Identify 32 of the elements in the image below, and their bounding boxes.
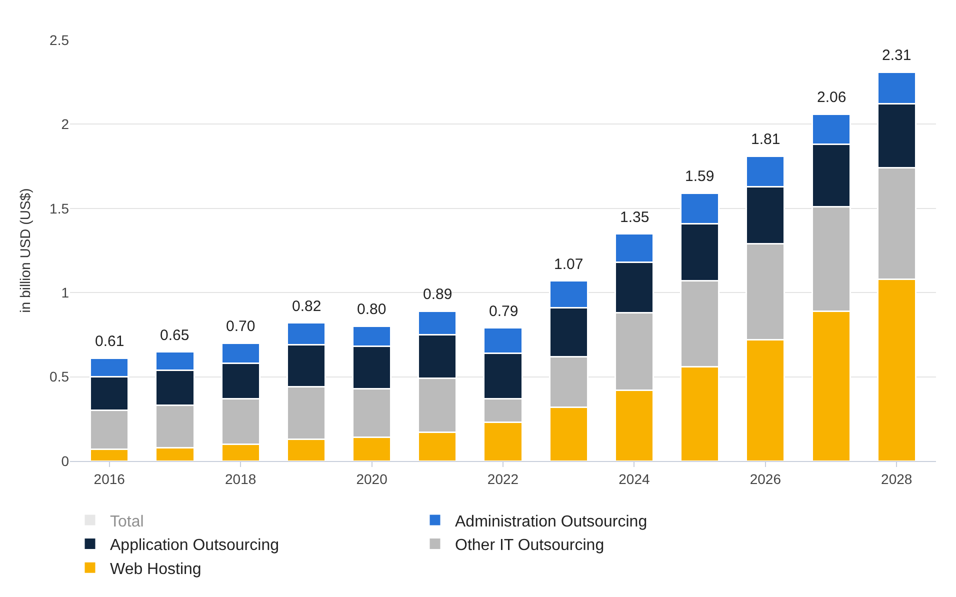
legend-label: Total [110,513,144,530]
legend-label: Administration Outsourcing [455,513,648,530]
total-label: 2.06 [817,89,846,106]
y-tick-label: 2.5 [50,32,70,48]
x-tick-label: 2016 [94,470,126,487]
y-tick-label: 2 [61,116,70,132]
total-label: 0.65 [160,327,190,344]
y-axis-title: in billion USD (US$) [17,188,34,313]
total-label: 0.82 [292,298,322,315]
x-tick-label: 2028 [881,470,912,487]
total-label: 0.61 [95,333,124,350]
total-label: 1.07 [554,256,584,273]
legend-label: Other IT Outsourcing [455,537,604,554]
x-tick-label: 2018 [225,470,256,487]
total-label: 1.35 [620,209,650,226]
total-label: 1.81 [751,131,780,148]
total-label: 1.59 [685,168,714,185]
total-label: 2.31 [882,47,912,64]
legend-label: Web Hosting [110,560,202,578]
legend-label: Application Outsourcing [110,537,279,554]
total-label: 0.70 [226,318,256,335]
y-tick-label: 1.5 [50,200,70,216]
y-tick-label: 0.5 [50,368,70,385]
y-tick-label: 1 [61,284,70,300]
total-label: 0.89 [423,286,452,303]
total-label: 0.80 [357,301,386,318]
y-tick-label: 0 [61,452,70,469]
x-tick-label: 2022 [487,470,519,487]
x-tick-label: 2024 [618,470,650,487]
total-label: 0.79 [489,303,518,320]
x-tick-label: 2020 [356,470,388,487]
x-tick-label: 2026 [750,470,782,487]
